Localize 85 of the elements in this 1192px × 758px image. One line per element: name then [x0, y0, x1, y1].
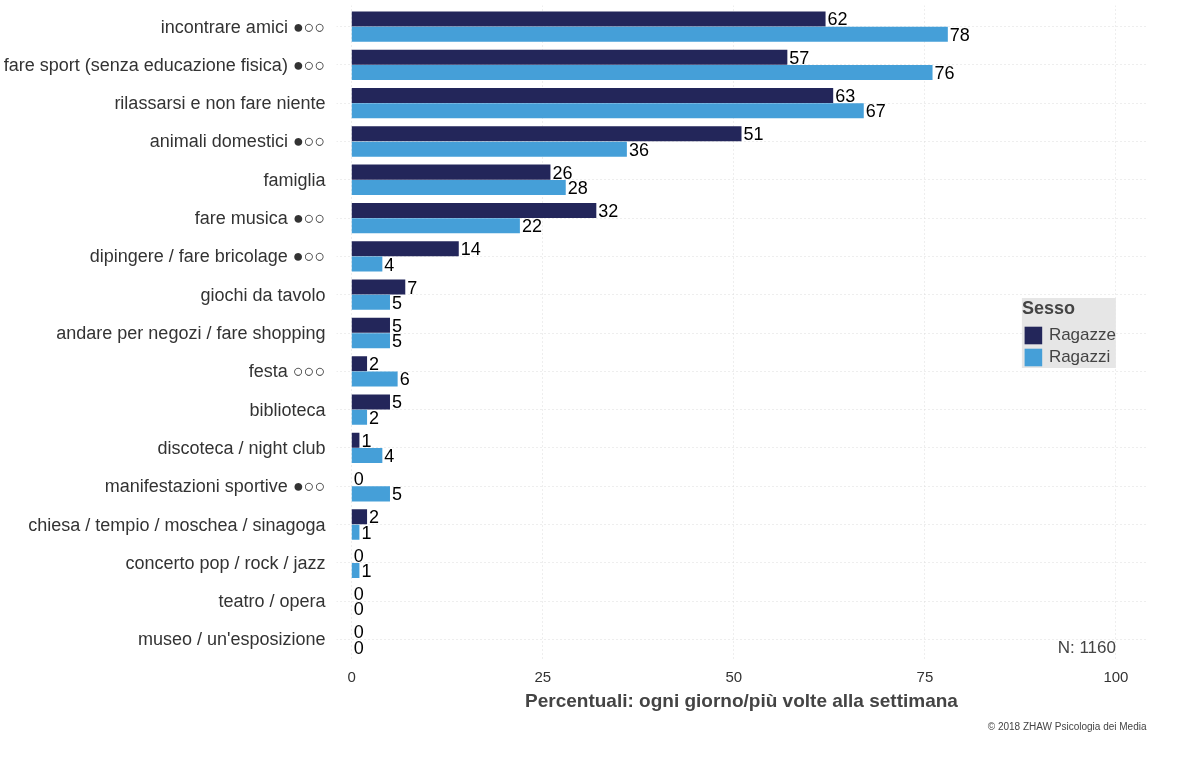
bar	[351, 11, 826, 27]
y-tick-label: concerto pop / rock / jazz	[125, 552, 326, 573]
data-label: 2	[369, 407, 380, 428]
bar	[351, 103, 864, 119]
x-tick-label: 0	[347, 667, 356, 685]
bar	[351, 26, 948, 42]
data-label: 0	[353, 637, 364, 658]
data-label: 51	[743, 124, 764, 145]
y-tick-label: fare musica ●○○	[194, 208, 326, 229]
data-label: 6	[399, 369, 410, 390]
bar	[351, 562, 360, 578]
bar	[351, 179, 566, 195]
data-label: 14	[460, 239, 481, 260]
data-label: 5	[391, 392, 403, 413]
data-label: 63	[835, 86, 856, 107]
data-label: 0	[353, 599, 364, 620]
bar	[351, 409, 368, 425]
text: © 2018 ZHAW Psicologia dei Media	[987, 720, 1147, 732]
data-label: 36	[628, 139, 649, 160]
y-tick-label: museo / un'esposizione	[137, 629, 326, 650]
legend-label: Ragazze	[1048, 324, 1116, 345]
data-label: 1	[361, 430, 372, 451]
data-label: 4	[384, 446, 395, 467]
data-label: 5	[391, 292, 403, 313]
data-label: 7	[407, 277, 418, 298]
data-label: 5	[391, 484, 403, 505]
data-label: 2	[369, 354, 380, 375]
legend-label: Ragazzi	[1048, 346, 1111, 367]
data-label: 22	[521, 216, 542, 237]
data-label: 78	[949, 24, 970, 45]
bar	[351, 371, 398, 387]
bar	[351, 65, 933, 81]
x-tick-label: 100	[1103, 667, 1129, 685]
data-label: 5	[391, 331, 403, 352]
bar	[351, 333, 390, 349]
x-axis-title: Percentuali: ogni giorno/più volte alla settimana	[525, 689, 959, 711]
bar	[351, 218, 520, 234]
data-label: 0	[353, 545, 364, 566]
bar	[351, 164, 551, 180]
y-tick-label: rilassarsi e non fare niente	[114, 93, 326, 114]
bar	[351, 241, 459, 257]
y-tick-label: dipingere / fare bricolage ●○○	[89, 246, 326, 267]
y-tick-label: festa ○○○	[248, 361, 326, 382]
bar	[351, 294, 390, 310]
y-tick-label: famiglia	[263, 169, 327, 190]
y-tick-label: teatro / opera	[218, 591, 327, 612]
bar	[351, 524, 360, 540]
bar	[351, 356, 368, 372]
data-label: 1	[361, 522, 372, 543]
y-tick-label: animali domestici ●○○	[149, 131, 326, 152]
bar	[351, 394, 390, 410]
y-tick-label: biblioteca	[249, 399, 327, 420]
legend-title: Sesso	[1021, 297, 1076, 319]
bar	[351, 317, 390, 333]
bar	[351, 49, 788, 65]
bar	[351, 202, 597, 218]
x-tick-label: 50	[725, 667, 743, 685]
y-tick-label: chiesa / tempio / moschea / sinagoga	[28, 514, 327, 535]
data-label: 1	[361, 560, 372, 581]
data-label: 57	[789, 47, 810, 68]
y-tick-label: discoteca / night club	[157, 437, 326, 458]
x-tick-label: 25	[534, 667, 552, 685]
annotation: N: 1160	[1057, 637, 1116, 657]
x-tick-label: 75	[916, 667, 934, 685]
data-label: 67	[865, 101, 886, 122]
bar	[351, 432, 360, 448]
y-tick-label: fare sport (senza educazione fisica) ●○○	[3, 54, 326, 75]
y-tick-label: giochi da tavolo	[200, 284, 326, 305]
bar	[351, 509, 368, 525]
data-label: 4	[384, 254, 395, 275]
bar	[351, 88, 834, 104]
data-label: 2	[369, 507, 380, 528]
bar	[351, 448, 383, 464]
y-tick-label: andare per negozi / fare shopping	[56, 323, 326, 343]
bar	[351, 256, 383, 272]
data-label: 62	[827, 9, 848, 30]
bar	[351, 486, 390, 502]
data-label: 0	[353, 469, 364, 490]
bar	[351, 141, 627, 157]
y-tick-label: manifestazioni sportive ●○○	[104, 476, 326, 497]
data-label: 76	[934, 63, 955, 84]
y-tick-label: incontrare amici ●○○	[160, 16, 326, 37]
bar	[351, 279, 406, 295]
data-label: 32	[598, 200, 619, 221]
bar	[351, 126, 742, 142]
